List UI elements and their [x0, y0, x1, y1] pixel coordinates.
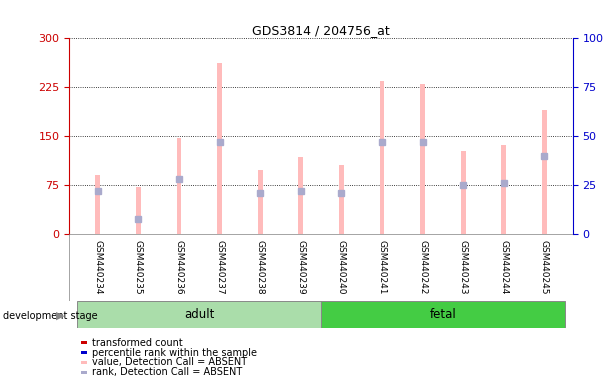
Bar	[542, 110, 547, 234]
Text: GSM440236: GSM440236	[174, 240, 183, 294]
Bar	[298, 157, 303, 234]
Bar	[420, 84, 425, 234]
Bar	[501, 146, 507, 234]
Bar	[321, 301, 565, 328]
Text: GSM440240: GSM440240	[337, 240, 346, 294]
Text: GSM440237: GSM440237	[215, 240, 224, 294]
Text: GSM440242: GSM440242	[418, 240, 427, 294]
Bar	[217, 63, 222, 234]
Bar	[257, 170, 263, 234]
Text: GSM440234: GSM440234	[93, 240, 103, 294]
Text: GSM440238: GSM440238	[256, 240, 265, 294]
Text: transformed count: transformed count	[92, 338, 183, 348]
Title: GDS3814 / 204756_at: GDS3814 / 204756_at	[252, 24, 390, 37]
Text: percentile rank within the sample: percentile rank within the sample	[92, 348, 257, 358]
Text: GSM440241: GSM440241	[377, 240, 387, 294]
Bar	[461, 151, 466, 234]
Text: GSM440239: GSM440239	[296, 240, 305, 294]
Bar	[136, 187, 141, 234]
Text: value, Detection Call = ABSENT: value, Detection Call = ABSENT	[92, 358, 247, 367]
Bar	[77, 301, 321, 328]
Bar	[339, 165, 344, 234]
Bar	[379, 81, 385, 234]
Text: ▶: ▶	[55, 311, 64, 321]
Text: development stage: development stage	[3, 311, 98, 321]
Bar	[95, 175, 100, 234]
Text: adult: adult	[184, 308, 215, 321]
Bar	[177, 137, 182, 234]
Text: rank, Detection Call = ABSENT: rank, Detection Call = ABSENT	[92, 367, 242, 377]
Text: GSM440243: GSM440243	[459, 240, 468, 294]
Text: GSM440235: GSM440235	[134, 240, 143, 294]
Text: GSM440244: GSM440244	[499, 240, 508, 294]
Text: GSM440245: GSM440245	[540, 240, 549, 294]
Text: fetal: fetal	[429, 308, 456, 321]
